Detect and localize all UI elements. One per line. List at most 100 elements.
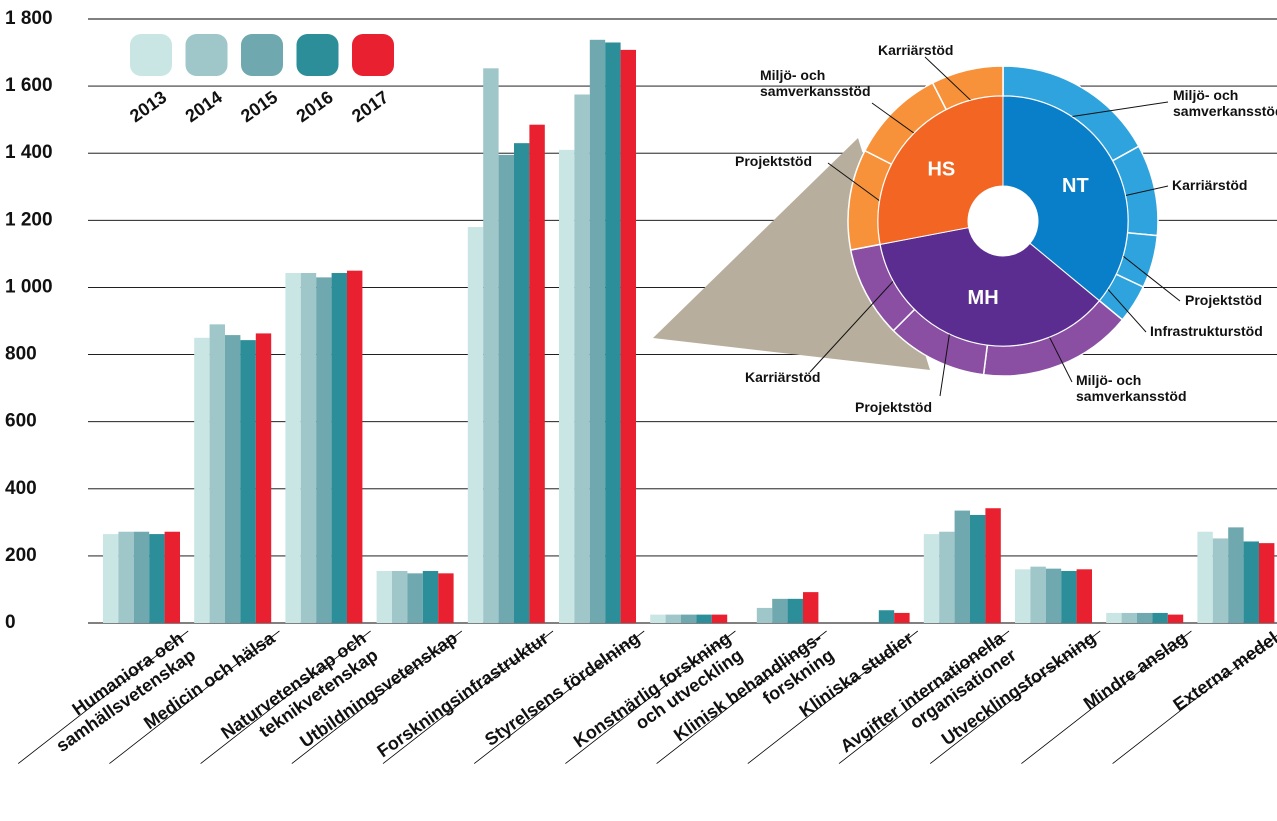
bar (985, 508, 1001, 623)
segment-label: Miljö- och samverkansstöd (760, 67, 871, 99)
legend-swatch (185, 34, 228, 76)
bar (650, 614, 666, 623)
leader-line (1046, 332, 1073, 383)
bar (1259, 543, 1275, 623)
bar (923, 534, 940, 623)
leader-line (809, 276, 898, 373)
bar (1030, 566, 1046, 623)
category-label-group: Forskningsinfrastruktur (373, 628, 552, 761)
y-tick-label: 1 000 (5, 276, 53, 297)
bar (392, 570, 408, 623)
legend-label: 2014 (182, 87, 226, 126)
legend-swatch (296, 34, 339, 76)
group-label: MH (968, 287, 999, 309)
category-divider (291, 630, 463, 764)
legend-swatch (241, 34, 283, 76)
bar (605, 42, 621, 623)
category-divider (747, 630, 919, 764)
bar (331, 273, 347, 623)
bar (1228, 527, 1244, 623)
legend-label: 2015 (237, 87, 281, 126)
bar (803, 592, 819, 623)
legend-label-group: 2016 (293, 87, 337, 126)
category-divider (382, 630, 554, 764)
bar (255, 333, 272, 623)
bar (285, 273, 301, 623)
leader-line (1118, 252, 1181, 302)
bar (620, 49, 636, 624)
category-label-group: Styrelsens fördelning (481, 628, 643, 750)
segment-label: Projektstöd (1185, 292, 1262, 308)
bar (467, 227, 484, 624)
y-tick-label: 200 (5, 545, 37, 566)
category-divider (17, 630, 189, 764)
y-tick-label: 400 (5, 478, 37, 499)
legend-label-group: 2014 (182, 87, 226, 126)
bar (376, 570, 392, 623)
bar (1015, 569, 1031, 623)
bar (118, 531, 134, 623)
bar (514, 143, 530, 623)
segment-label: Infrastrukturstöd (1150, 323, 1263, 339)
bar (589, 39, 606, 623)
bar (422, 570, 439, 623)
legend-swatch (352, 34, 394, 76)
bar (529, 124, 545, 623)
category-divider (109, 630, 280, 764)
bar (438, 573, 454, 623)
bar (1045, 568, 1062, 623)
segment-label: Projektstöd (735, 153, 812, 169)
bar (1167, 614, 1184, 623)
leader-line (1120, 185, 1169, 198)
bar (407, 573, 423, 623)
bar (756, 607, 773, 623)
bar (1243, 541, 1259, 623)
legend-label: 2013 (126, 87, 170, 126)
bar (787, 598, 803, 623)
bar (194, 337, 210, 623)
leader-line (827, 162, 885, 205)
bar (1106, 612, 1122, 623)
group-label: NT (1062, 175, 1089, 197)
bar (894, 612, 910, 623)
sunburst-hole (968, 186, 1038, 256)
y-tick-label: 800 (5, 344, 37, 365)
bar (164, 531, 180, 623)
x-tick-label: Forskningsinfrastruktur (373, 628, 552, 761)
bar (483, 68, 499, 624)
category-divider (656, 630, 827, 764)
bar (696, 614, 712, 623)
bar (1197, 531, 1213, 623)
legend-swatch (130, 34, 172, 76)
bar (103, 534, 119, 623)
bar (1121, 612, 1137, 623)
bar (240, 340, 256, 623)
leader-line (871, 102, 919, 137)
bar (1137, 612, 1153, 623)
y-tick-label: 0 (5, 612, 16, 633)
leader-line (1103, 284, 1147, 333)
segment-label: Miljö- och samverkansstöd (1076, 372, 1187, 404)
bar (711, 614, 728, 623)
legend-label-group: 2013 (126, 87, 170, 126)
y-tick-label: 1 800 (5, 8, 53, 29)
bar (954, 510, 970, 623)
bar (1076, 569, 1092, 623)
leader-line (939, 328, 951, 397)
category-divider (565, 630, 736, 764)
bar (878, 610, 895, 623)
y-tick-label: 600 (5, 411, 37, 432)
bar (970, 514, 986, 623)
legend-label: 2017 (348, 87, 392, 126)
bar (498, 154, 514, 623)
legend-label-group: 2015 (237, 87, 281, 126)
leader-line (1064, 101, 1169, 119)
legend-label-group: 2017 (348, 87, 392, 126)
bar (574, 94, 590, 623)
y-tick-label: 1 600 (5, 75, 53, 96)
bar (681, 614, 697, 623)
bar (1152, 612, 1168, 623)
leader-line (924, 56, 976, 105)
category-divider (838, 630, 1010, 764)
